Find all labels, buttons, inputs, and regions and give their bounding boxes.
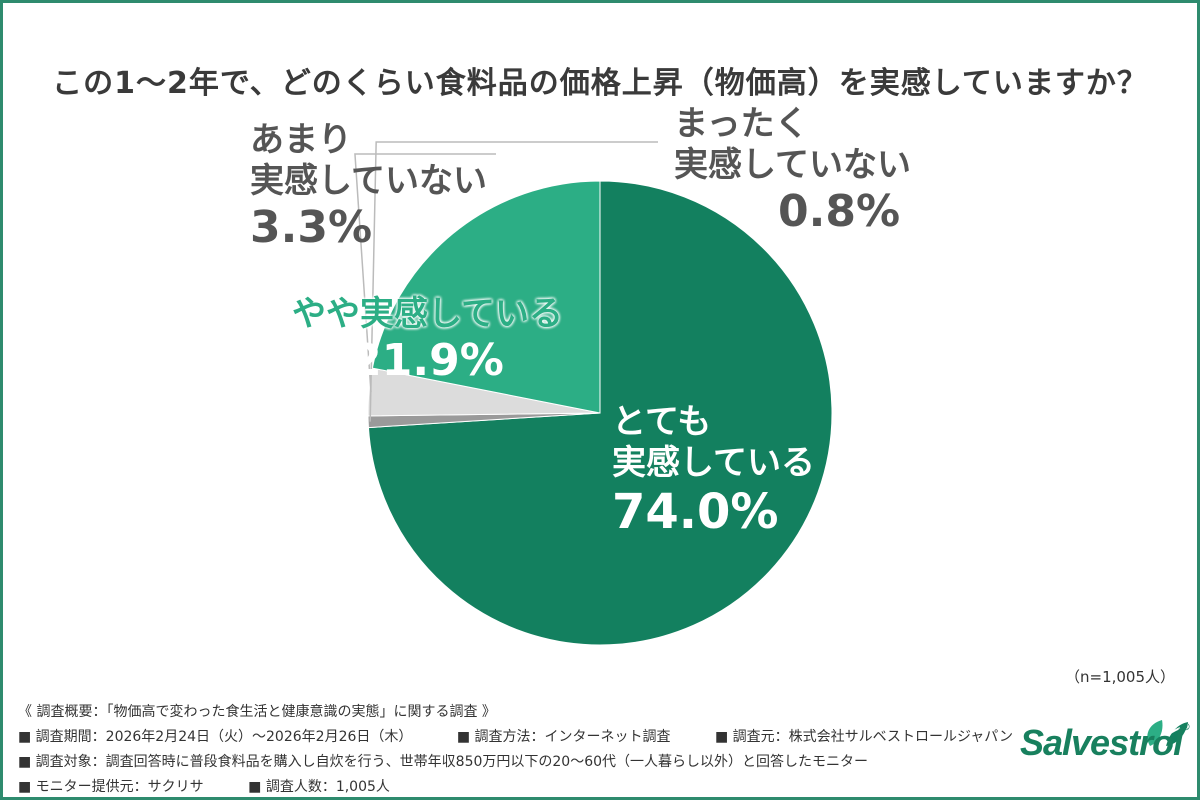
note-survey-title: 《 調査概要：「物価高で変わった食生活と健康意識の実態」に関する調査 》 (18, 704, 496, 720)
note-provider: ■ モニター提供元：サクリサ (18, 779, 204, 795)
note-method: ■ 調査方法：インターネット調査 (456, 729, 671, 745)
brand-logo: Salvestrol® (1020, 722, 1190, 763)
label-very: とても 実感している 74.0% (612, 402, 815, 540)
note-row-4: ■ モニター提供元：サクリサ ■ 調査人数：1,005人 (18, 775, 1013, 800)
note-row-2: ■ 調査期間：2026年2月24日（火）〜2026年2月26日（木） ■ 調査方… (18, 725, 1013, 750)
sample-size: （n=1,005人） (1065, 668, 1176, 686)
pie-slice-3 (371, 180, 601, 414)
leaf-logo-icon (1147, 720, 1188, 751)
survey-notes: 《 調査概要：「物価高で変わった食生活と健康意識の実態」に関する調査 》 ■ 調… (18, 700, 1013, 800)
leader-line-not-much (354, 153, 496, 393)
note-count: ■ 調査人数：1,005人 (248, 779, 390, 795)
note-target: ■ 調査対象：調査回答時に普段食料品を購入し自炊を行う、世帯年収850万円以下の… (18, 754, 869, 770)
label-not-much: あまり 実感していない 3.3% (250, 120, 487, 253)
label-not-at-all: まったく 実感していない 0.8% (674, 104, 911, 237)
leader-line-not-at-all (369, 141, 658, 422)
chart-title: この1〜2年で、どのくらい食料品の価格上昇（物価高）を実感していますか？ (52, 66, 1148, 101)
label-somewhat: やや実感している 21.9% (292, 294, 563, 386)
note-period: ■ 調査期間：2026年2月24日（火）〜2026年2月26日（木） (18, 729, 413, 745)
note-organizer: ■ 調査元：株式会社サルベストロールジャパン (714, 729, 1013, 745)
